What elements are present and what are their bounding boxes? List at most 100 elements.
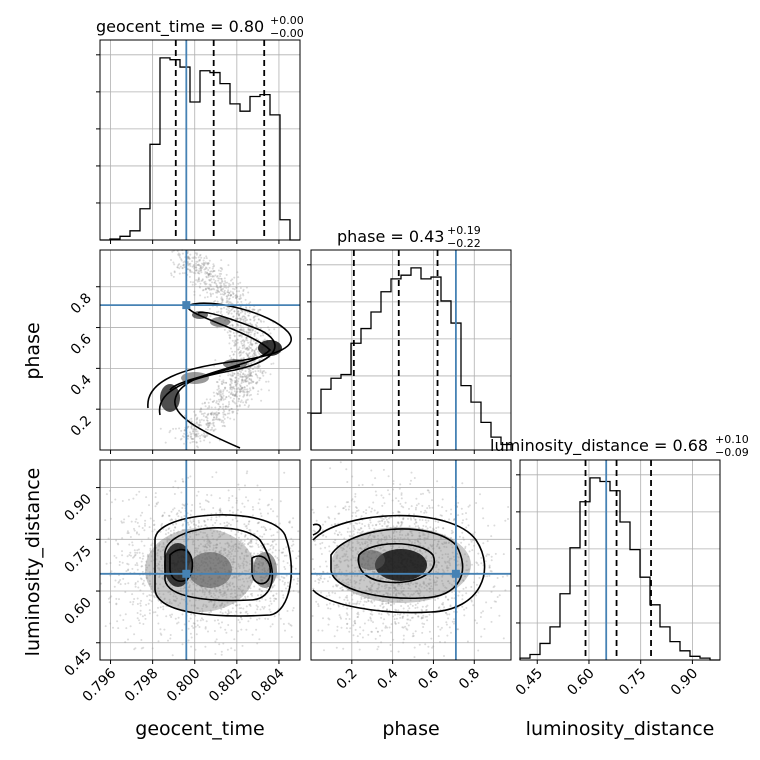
panel-geocent-time-phase-sample bbox=[231, 373, 234, 376]
panel-phase-luminosity-distance-sample bbox=[442, 601, 445, 604]
panel-phase-luminosity-distance-sample bbox=[496, 596, 499, 598]
panel-geocent-time-phase-sample bbox=[244, 378, 247, 381]
panel-geocent-time-phase-sample bbox=[179, 265, 182, 268]
panel-geocent-time-phase-sample bbox=[248, 331, 251, 334]
panel-geocent-time-luminosity-distance-sample bbox=[260, 589, 263, 592]
panel-geocent-time-phase-sample bbox=[198, 425, 200, 428]
panel-phase-luminosity-distance-sample bbox=[340, 571, 343, 574]
panel-geocent-time-phase-sample bbox=[248, 362, 251, 365]
panel-phase-luminosity-distance-sample bbox=[419, 583, 422, 586]
panel-geocent-time-phase-sample bbox=[200, 424, 203, 427]
panel-geocent-time-phase-sample bbox=[257, 350, 260, 353]
panel-geocent-time-phase-sample bbox=[247, 333, 250, 336]
panel-geocent-time-phase-sample bbox=[217, 408, 220, 411]
panel-phase-luminosity-distance-sample bbox=[367, 633, 370, 636]
panel-phase-luminosity-distance-sample bbox=[319, 547, 322, 550]
panel-geocent-time-luminosity-distance-sample bbox=[135, 518, 138, 521]
panel-phase-luminosity-distance-sample bbox=[383, 520, 386, 523]
panel-phase-luminosity-distance-sample bbox=[317, 605, 320, 608]
panel-geocent-time-luminosity-distance-sample bbox=[212, 548, 215, 551]
panel-geocent-time-luminosity-distance-sample bbox=[127, 638, 129, 641]
panel-geocent-time-luminosity-distance-sample bbox=[143, 614, 146, 617]
panel-geocent-time-luminosity-distance-sample bbox=[256, 608, 259, 611]
panel-phase-luminosity-distance-sample bbox=[383, 548, 386, 551]
panel-geocent-time-phase-sample bbox=[222, 408, 225, 411]
panel-geocent-time-luminosity-distance-sample bbox=[205, 596, 208, 598]
panel-geocent-time-luminosity-distance-sample bbox=[230, 540, 233, 543]
panel-geocent-time-luminosity-distance-sample bbox=[198, 521, 200, 524]
panel-phase-luminosity-distance-sample bbox=[435, 530, 437, 532]
panel-phase-luminosity-distance-sample bbox=[359, 600, 362, 603]
panel-geocent-time-phase-sample bbox=[243, 388, 246, 391]
panel-geocent-time-phase-sample bbox=[220, 284, 223, 287]
title-luminosity-distance-plus: +0.10 bbox=[715, 433, 749, 446]
panel-geocent-time-luminosity-distance-sample bbox=[297, 550, 300, 553]
panel-geocent-time-phase-sample bbox=[237, 324, 240, 327]
panel-geocent-time-phase-sample bbox=[243, 393, 246, 396]
panel-geocent-time-luminosity-distance-sample bbox=[245, 564, 248, 567]
panel-geocent-time-luminosity-distance-sample bbox=[109, 622, 112, 625]
panel-geocent-time-phase-sample bbox=[237, 282, 240, 285]
panel-geocent-time-phase-sample bbox=[203, 439, 206, 442]
panel-phase-luminosity-distance-sample bbox=[370, 469, 373, 472]
panel-geocent-time-phase-sample bbox=[214, 359, 217, 362]
panel-geocent-time-luminosity-distance-sample bbox=[223, 590, 226, 593]
panel-geocent-time-luminosity-distance-sample bbox=[145, 569, 148, 571]
panel-geocent-time-phase-sample bbox=[211, 270, 214, 273]
panel-phase-luminosity-distance-sample bbox=[378, 578, 381, 581]
panel-phase-luminosity-distance-sample bbox=[376, 591, 379, 594]
panel-geocent-time-phase-sample bbox=[250, 323, 253, 326]
panel-geocent-time-luminosity-distance-sample bbox=[160, 557, 163, 560]
panel-geocent-time-luminosity-distance-sample bbox=[190, 636, 193, 639]
panel-geocent-time-phase-sample bbox=[196, 423, 199, 426]
panel-phase-luminosity-distance-sample bbox=[370, 539, 373, 542]
panel-geocent-time-phase-sample bbox=[207, 287, 210, 290]
panel-geocent-time-luminosity-distance-sample bbox=[162, 555, 165, 558]
panel-geocent-time-phase-sample bbox=[242, 330, 245, 333]
panel-geocent-time-phase-sample bbox=[202, 435, 205, 438]
panel-geocent-time-luminosity-distance-sample bbox=[152, 567, 155, 570]
panel-geocent-time-phase-sample bbox=[200, 413, 203, 415]
panel-geocent-time-luminosity-distance-sample bbox=[151, 542, 154, 545]
panel-geocent-time-phase-sample bbox=[208, 259, 211, 262]
panel-geocent-time-phase-sample bbox=[222, 390, 225, 393]
panel-geocent-time-luminosity-distance-sample bbox=[226, 555, 229, 558]
panel-geocent-time-luminosity-distance-sample bbox=[219, 626, 222, 629]
panel-phase-luminosity-distance-sample bbox=[427, 519, 430, 522]
panel-geocent-time-phase-sample bbox=[230, 294, 232, 297]
panel-geocent-time-phase-sample bbox=[220, 380, 223, 383]
panel-phase-luminosity-distance-sample bbox=[322, 534, 325, 537]
panel-geocent-time-luminosity-distance-sample bbox=[156, 614, 159, 617]
panel-geocent-time-luminosity-distance-sample bbox=[179, 590, 182, 592]
panel-geocent-time-phase-sample bbox=[249, 343, 252, 346]
panel-geocent-time-phase-sample bbox=[229, 294, 232, 297]
panel-geocent-time-luminosity-distance-sample bbox=[155, 564, 158, 567]
panel-geocent-time-luminosity-distance-sample bbox=[253, 585, 256, 588]
panel-phase-luminosity-distance-sample bbox=[409, 599, 412, 602]
panel-geocent-time-phase-sample bbox=[250, 380, 253, 383]
panel-geocent-time-phase-sample bbox=[198, 423, 201, 426]
panel-geocent-time-phase-sample bbox=[232, 394, 234, 397]
panel-geocent-time-phase-sample bbox=[222, 379, 225, 382]
panel-geocent-time-phase-sample bbox=[236, 318, 238, 321]
panel-geocent-time-phase-sample bbox=[239, 324, 242, 327]
panel-phase-luminosity-distance-sample bbox=[420, 493, 422, 496]
panel-geocent-time-phase-sample bbox=[227, 311, 230, 314]
panel-geocent-time-luminosity-distance-sample bbox=[216, 530, 219, 533]
panel-geocent-time-phase-sample bbox=[246, 353, 248, 356]
panel-phase-luminosity-distance-sample bbox=[462, 587, 465, 590]
panel-geocent-time-luminosity-distance-sample bbox=[234, 550, 237, 553]
panel-geocent-time-luminosity-distance-sample bbox=[225, 596, 228, 599]
panel-geocent-time-phase-sample bbox=[229, 330, 232, 333]
panel-geocent-time-luminosity-distance-sample bbox=[249, 540, 252, 542]
panel-geocent-time-phase-sample bbox=[239, 318, 242, 320]
panel-geocent-time-phase-sample bbox=[248, 404, 250, 407]
panel-geocent-time-phase-sample bbox=[174, 437, 177, 440]
panel-geocent-time-luminosity-distance-sample bbox=[270, 534, 273, 537]
panel-phase-luminosity-distance-sample bbox=[414, 585, 417, 588]
panel-geocent-time-phase-sample bbox=[170, 259, 172, 261]
panel-geocent-time-phase-sample bbox=[195, 253, 198, 256]
panel-geocent-time-luminosity-distance-sample bbox=[114, 579, 117, 582]
panel-geocent-time-luminosity-distance-sample bbox=[238, 603, 241, 606]
panel-geocent-time-luminosity-distance-sample bbox=[147, 553, 149, 556]
